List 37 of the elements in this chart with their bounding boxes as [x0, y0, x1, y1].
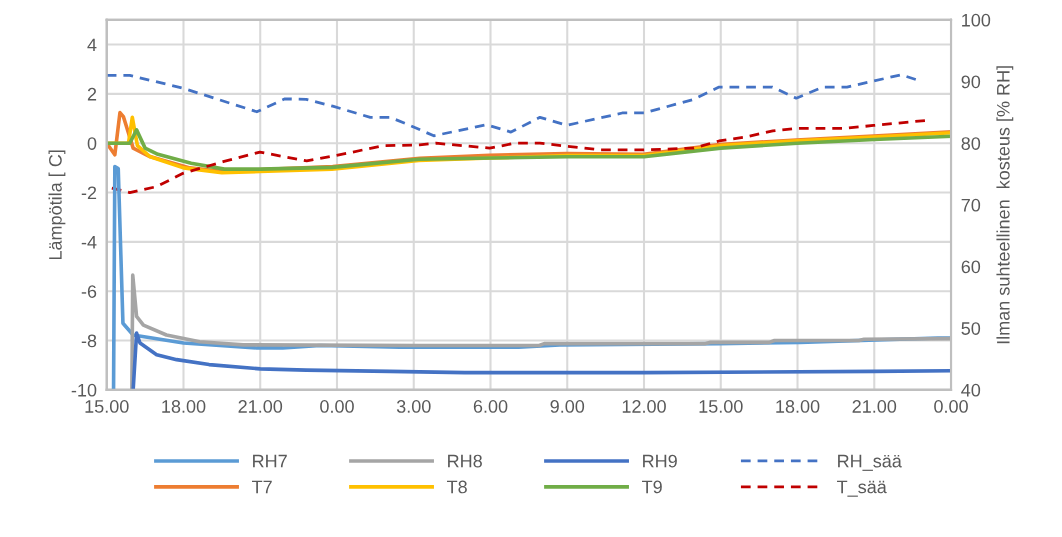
y2-tick-label: 70 [961, 198, 981, 212]
y-tick-label: 4 [87, 38, 97, 52]
x-tick-label: 18.00 [776, 400, 820, 413]
legend-label: T_sää [837, 480, 887, 497]
x-tick-label: 3.00 [396, 400, 431, 413]
y2-axis-title: Ilman suhteellinen kosteus [% RH] [996, 66, 1014, 344]
y2-tick-label: 60 [961, 260, 981, 274]
x-tick-label: 9.00 [550, 400, 585, 413]
x-tick-label: 6.00 [473, 400, 508, 413]
y-tick-label: -10 [71, 383, 97, 397]
x-tick-label: 0.00 [320, 400, 354, 413]
y-tick-label: -2 [81, 186, 97, 200]
legend-label: T7 [252, 480, 272, 494]
x-tick-label: 21.00 [852, 400, 897, 413]
legend-label: RH8 [448, 454, 482, 468]
y-tick-label: -8 [81, 334, 97, 348]
x-tick-label: 12.00 [622, 400, 666, 413]
y-tick-label: 2 [87, 87, 97, 101]
x-tick-label: 0.00 [934, 400, 968, 413]
legend-label: RH9 [643, 454, 677, 468]
legend-label: RH7 [253, 454, 287, 468]
x-tick-label: 21.00 [238, 400, 283, 413]
y2-tick-label: 100 [962, 13, 991, 27]
y2-tick-label: 80 [961, 137, 981, 150]
x-tick-label: 15.00 [85, 400, 129, 413]
y-tick-label: -6 [81, 285, 97, 298]
y2-tick-label: 40 [961, 383, 981, 397]
y-tick-label: 0 [87, 137, 97, 150]
legend-label: RH_sää [838, 454, 902, 471]
y2-tick-label: 50 [961, 322, 981, 335]
y-axis-title: Lämpötila [ C] [48, 150, 66, 260]
x-tick-label: 18.00 [162, 400, 206, 413]
y-tick-label: -4 [81, 235, 97, 249]
x-tick-label: 15.00 [699, 400, 743, 413]
y2-tick-label: 90 [961, 75, 981, 89]
legend-label: T8 [447, 480, 467, 494]
legend-label: T9 [642, 480, 662, 494]
